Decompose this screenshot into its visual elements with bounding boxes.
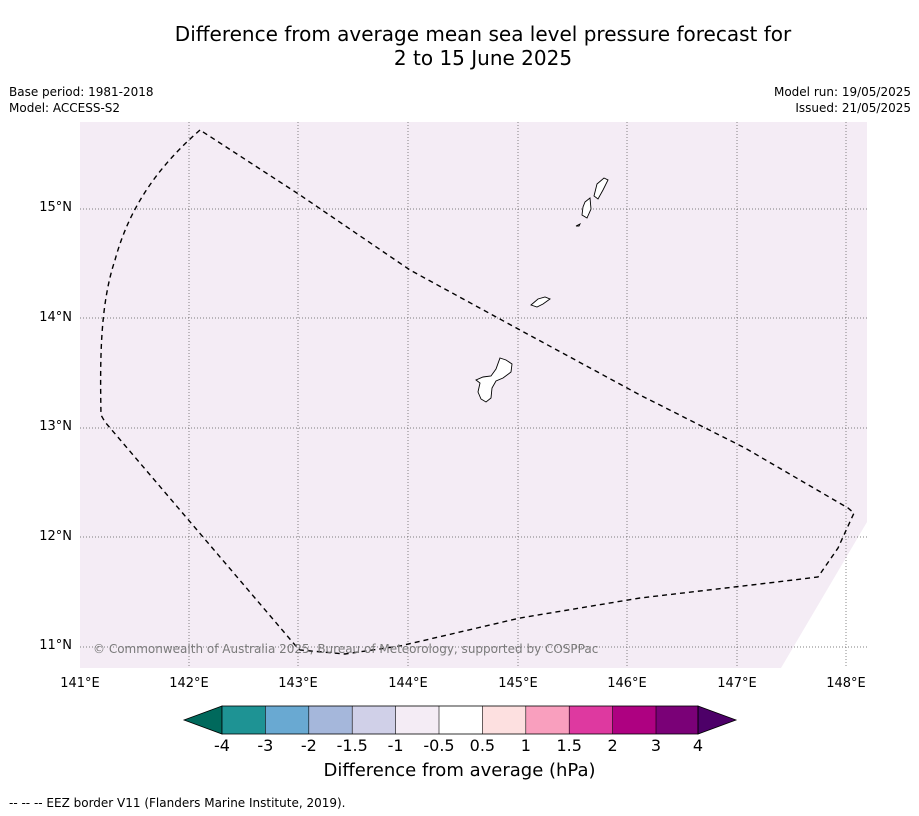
- colorbar-tick: -4: [214, 736, 230, 755]
- colorbar-extend-max: [697, 705, 738, 735]
- colorbar-segment: [352, 706, 396, 734]
- map-fill: [80, 122, 867, 668]
- colorbar-segment: [525, 706, 570, 734]
- islands: [475, 177, 609, 403]
- copyright-notice: © Commonwealth of Australia 2025, Bureau…: [93, 642, 599, 656]
- lat-label-15: 15°N: [39, 200, 72, 215]
- lat-label-12: 12°N: [39, 529, 72, 544]
- colorbar-dividers: [265, 706, 657, 734]
- map-gridlines: [80, 122, 867, 668]
- lon-label-143: 143°E: [278, 676, 318, 691]
- colorbar-label: Difference from average (hPa): [323, 760, 596, 781]
- eez-border: [99, 129, 855, 655]
- colorbar-tick: -3: [257, 736, 274, 755]
- model-name: Model: ACCESS-S2: [9, 101, 121, 115]
- meta-right: Model run: 19/05/2025 Issued: 21/05/2025: [774, 84, 911, 116]
- island-tinian: [581, 197, 592, 219]
- lon-label-145: 145°E: [498, 676, 538, 691]
- lon-label-141: 141°E: [60, 676, 100, 691]
- meta-left: Base period: 1981-2018 Model: ACCESS-S2: [9, 84, 154, 116]
- colorbar-tick: -1.5: [336, 736, 368, 755]
- colorbar-tick: -2: [300, 736, 317, 755]
- colorbar-tick: 0.5: [469, 736, 496, 755]
- colorbar-segment: [482, 706, 526, 734]
- lon-label-148: 148°E: [826, 676, 866, 691]
- base-period: Base period: 1981-2018: [9, 85, 154, 99]
- colorbar-segment: [612, 706, 656, 734]
- colorbar-tick: 1.5: [556, 736, 582, 755]
- chart-title-line1: Difference from average mean sea level p…: [174, 22, 792, 46]
- chart-title: Difference from average mean sea level p…: [0, 22, 919, 70]
- colorbar-segment: [439, 706, 483, 734]
- map: [80, 122, 867, 668]
- colorbar-extend-min: [182, 705, 223, 735]
- island-rota: [530, 296, 551, 308]
- colorbar-tick: 2: [607, 736, 618, 755]
- colorbar-segment: [308, 706, 353, 734]
- colorbar-tick: 3: [650, 736, 662, 755]
- chart-title-line2: 2 to 15 June 2025: [393, 46, 573, 70]
- island-saipan: [593, 177, 609, 200]
- colorbar-tick: 4: [692, 736, 704, 755]
- lon-label-142: 142°E: [169, 676, 209, 691]
- model-run: Model run: 19/05/2025: [773, 85, 911, 99]
- island-guam: [475, 357, 513, 403]
- issued-date: Issued: 21/05/2025: [795, 101, 911, 115]
- colorbar-segment: [569, 706, 613, 734]
- colorbar-segment: [395, 706, 439, 734]
- colorbar-segment: [265, 706, 309, 734]
- colorbar-segment: [222, 706, 266, 734]
- lon-label-146: 146°E: [607, 676, 647, 691]
- colorbar-outline: [221, 705, 699, 735]
- lon-label-144: 144°E: [388, 676, 428, 691]
- colorbar-tick: 1: [520, 736, 531, 755]
- lat-label-13: 13°N: [39, 419, 72, 434]
- island-aguijan: [575, 222, 582, 227]
- colorbar-tick: -1: [387, 736, 404, 755]
- colorbar-tick: -0.5: [423, 736, 455, 755]
- lat-label-11: 11°N: [39, 638, 72, 653]
- lat-label-14: 14°N: [39, 310, 72, 325]
- eez-footnote: -- -- -- EEZ border V11 (Flanders Marine…: [9, 796, 346, 810]
- lon-label-147: 147°E: [717, 676, 757, 691]
- colorbar-segment: [656, 706, 698, 734]
